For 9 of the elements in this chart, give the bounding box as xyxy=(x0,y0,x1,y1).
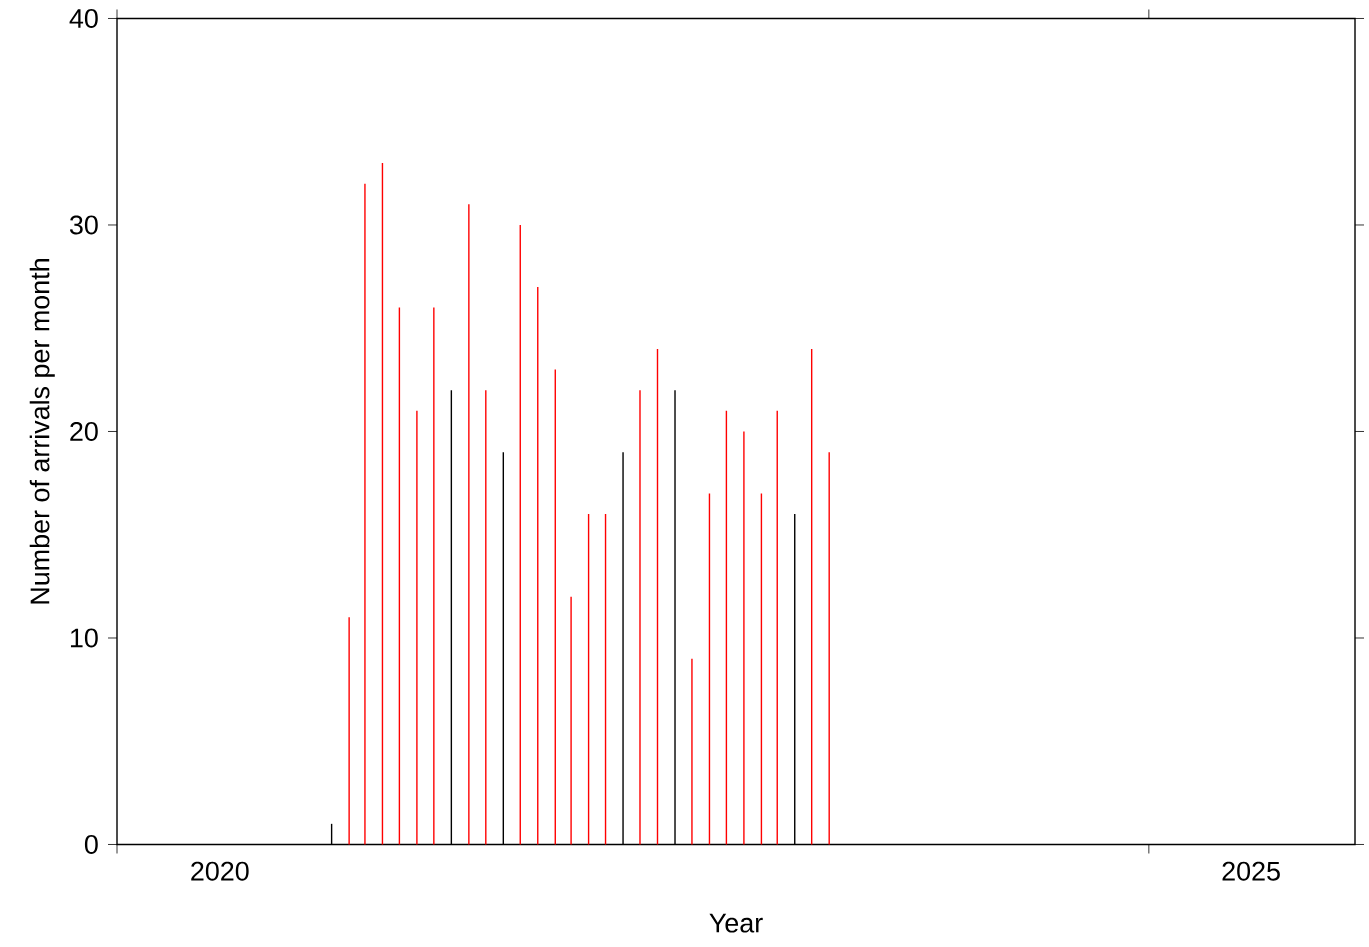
x-axis-title: Year xyxy=(709,913,763,933)
y-tick-label: 30 xyxy=(69,215,98,235)
y-tick-label: 10 xyxy=(70,628,98,648)
y-axis-title: Number of arrivals per month xyxy=(29,258,55,604)
y-tick-label: 0 xyxy=(84,834,98,854)
y-tick-label: 20 xyxy=(70,421,98,441)
y-tick-label: 40 xyxy=(69,8,98,28)
x-tick-label: 2020 xyxy=(191,861,249,881)
x-tick-label: 2025 xyxy=(1222,861,1280,881)
